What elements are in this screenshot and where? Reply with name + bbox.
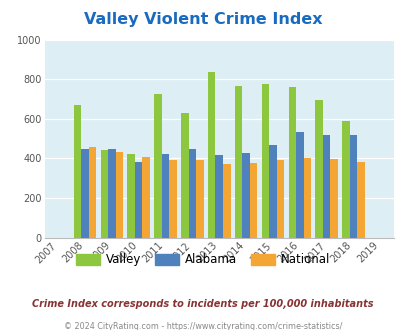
Bar <box>169 160 176 238</box>
Bar <box>154 94 161 238</box>
Bar <box>115 152 123 238</box>
Bar <box>222 164 230 238</box>
Bar <box>207 72 215 238</box>
Bar <box>330 159 337 238</box>
Bar <box>161 154 169 238</box>
Bar <box>108 149 115 238</box>
Bar <box>341 121 349 238</box>
Bar <box>215 155 222 238</box>
Text: © 2024 CityRating.com - https://www.cityrating.com/crime-statistics/: © 2024 CityRating.com - https://www.city… <box>64 322 341 330</box>
Bar <box>288 87 295 238</box>
Bar <box>276 160 284 238</box>
Bar <box>142 157 149 238</box>
Text: Valley Violent Crime Index: Valley Violent Crime Index <box>83 12 322 26</box>
Bar <box>261 84 269 238</box>
Bar <box>81 148 88 238</box>
Bar <box>134 162 142 238</box>
Bar <box>196 160 203 238</box>
Bar <box>349 135 356 238</box>
Bar <box>73 105 81 238</box>
Bar <box>269 145 276 238</box>
Bar <box>242 153 249 238</box>
Bar <box>315 100 322 238</box>
Bar <box>303 158 310 238</box>
Bar <box>88 147 96 238</box>
Bar <box>127 154 134 238</box>
Bar <box>100 150 108 238</box>
Bar <box>295 132 303 238</box>
Bar <box>249 163 257 238</box>
Bar <box>181 113 188 238</box>
Bar <box>322 135 330 238</box>
Text: Crime Index corresponds to incidents per 100,000 inhabitants: Crime Index corresponds to incidents per… <box>32 299 373 309</box>
Legend: Valley, Alabama, National: Valley, Alabama, National <box>76 253 329 266</box>
Bar <box>188 148 196 238</box>
Bar <box>234 86 242 238</box>
Bar <box>356 162 364 238</box>
